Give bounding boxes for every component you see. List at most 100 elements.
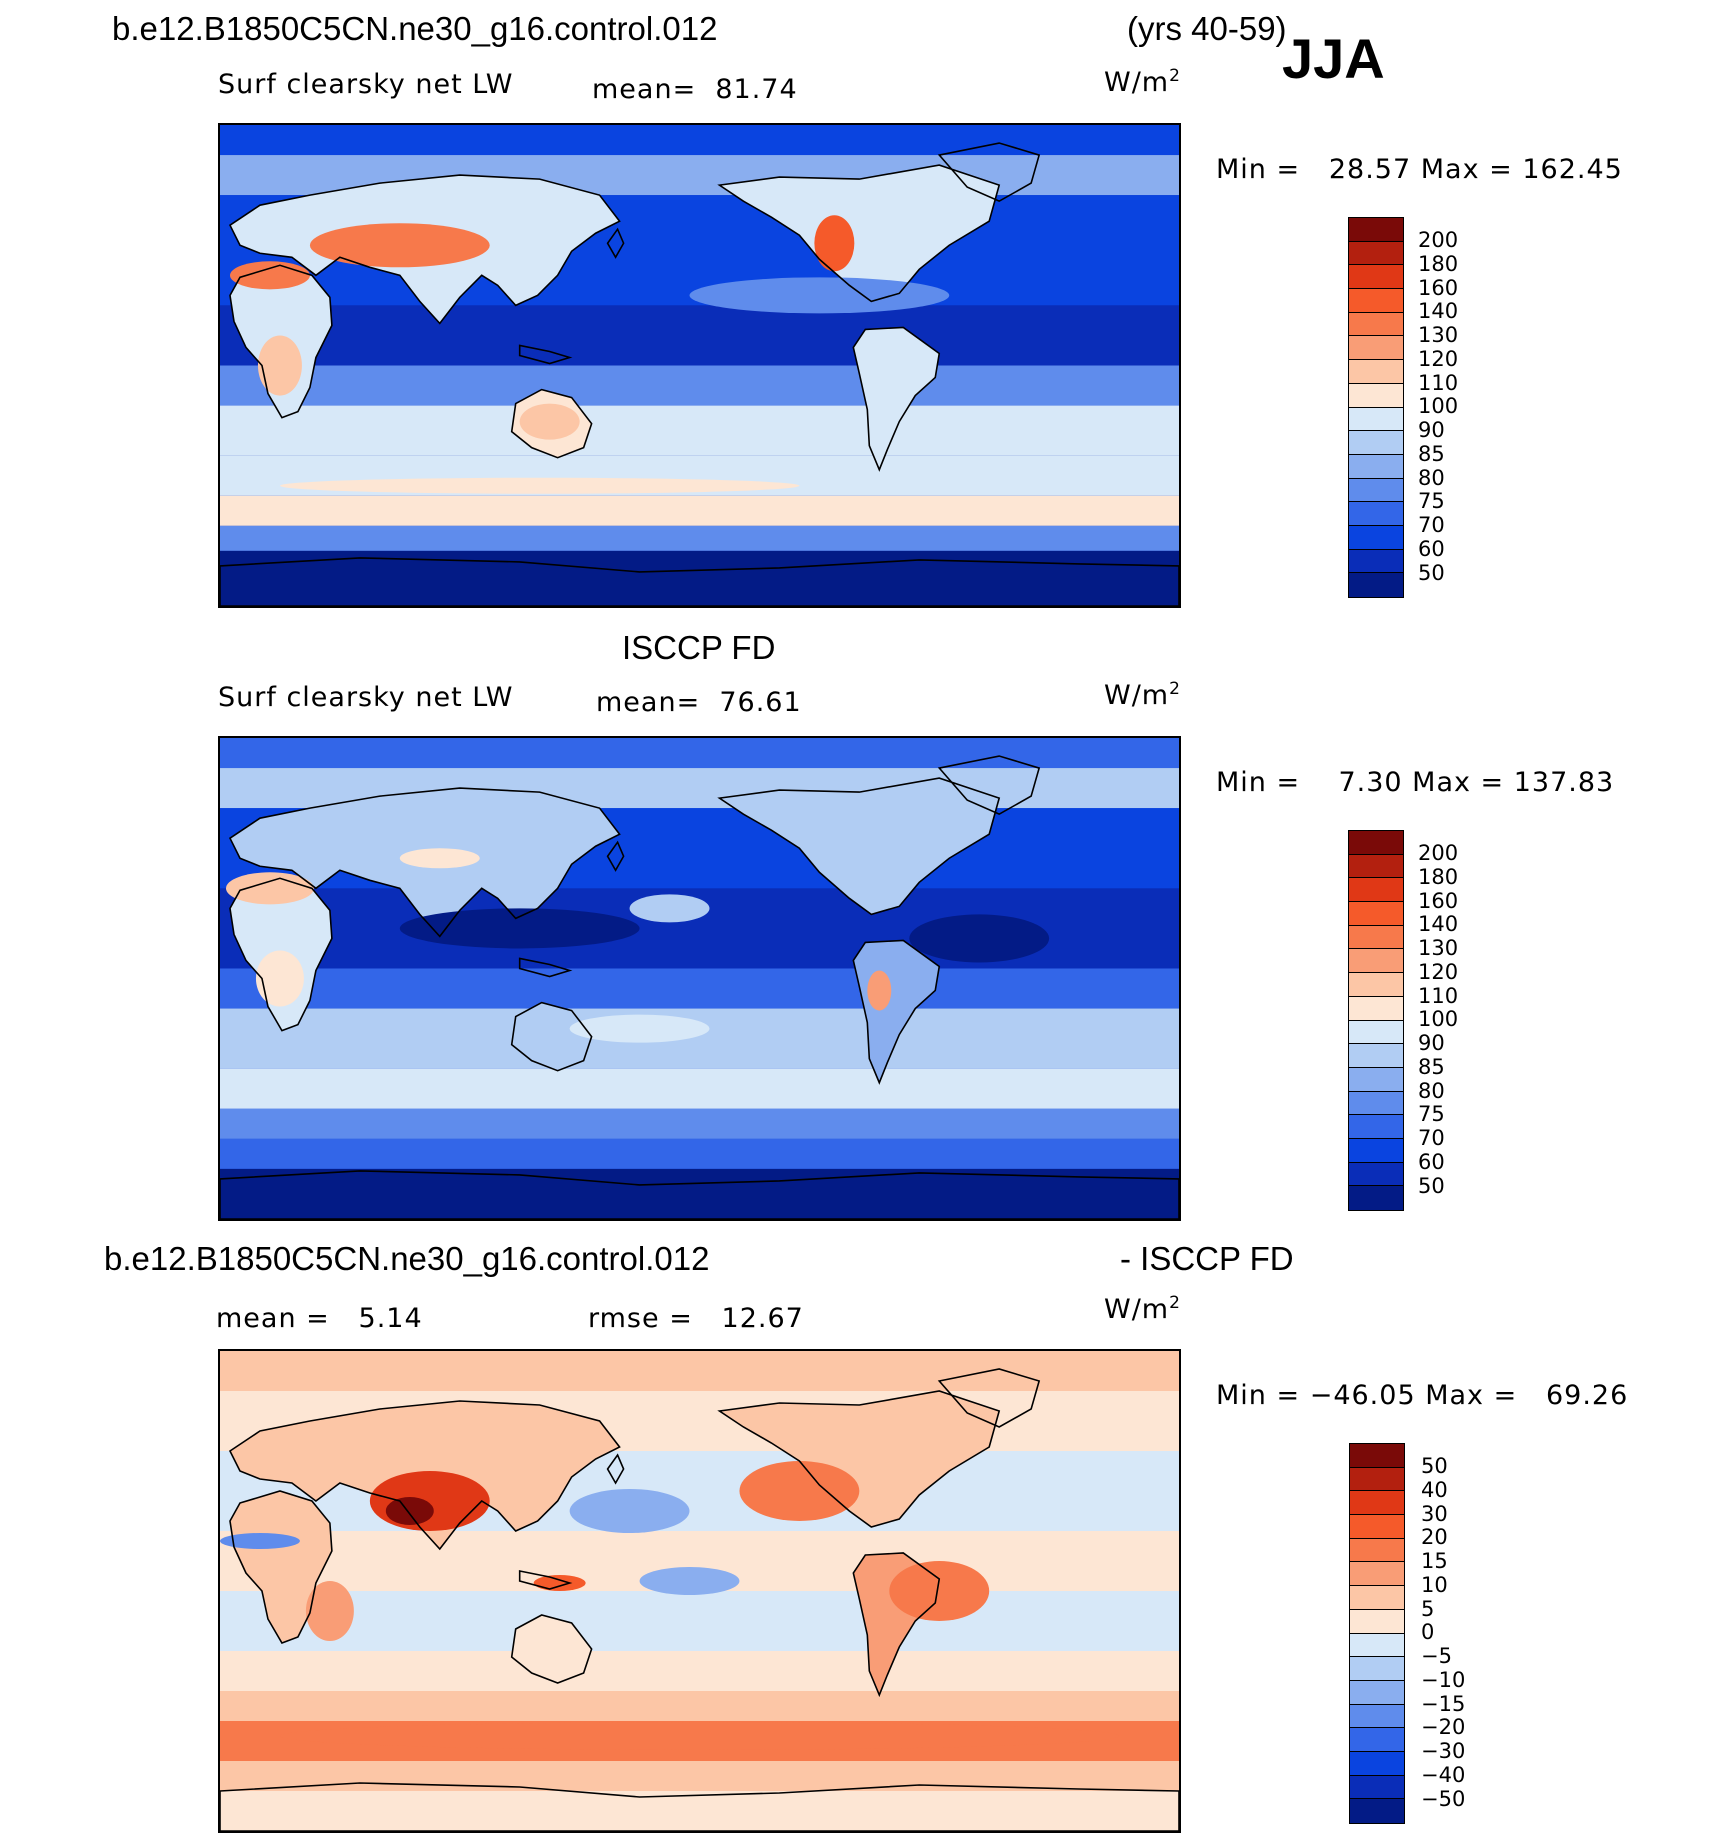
colorbar-swatch: [1350, 1562, 1404, 1587]
colorbar-swatch: [1349, 878, 1403, 903]
contour-land-fill: [511, 1615, 592, 1683]
panel2-mean-label: mean= 76.61: [596, 687, 802, 718]
colorbar-label: 70: [1418, 1126, 1445, 1150]
contour-band: [220, 365, 1179, 406]
colorbar-label: 200: [1418, 841, 1459, 865]
contour-region: [385, 1497, 434, 1525]
contour-region: [689, 277, 950, 314]
coastline: [518, 344, 573, 365]
colorbar-label: 140: [1418, 299, 1459, 324]
colorbar-swatch: [1349, 1115, 1403, 1139]
colorbar-swatch: [1350, 1799, 1404, 1823]
contour-band: [220, 525, 1179, 551]
colorbar-swatch: [1349, 996, 1403, 1021]
coastline: [518, 1570, 573, 1590]
contour-band: [220, 1591, 1179, 1651]
contour-region: [889, 1561, 990, 1621]
contour-band: [220, 1108, 1179, 1139]
colorbar-label: 100: [1418, 1007, 1459, 1032]
contour-region: [399, 908, 640, 949]
contour-region: [569, 1489, 690, 1533]
panel3-colorbar-labels: 50 40 30 20 15 10 5 0 −5 −10 −15 −20 −30 −40 −50: [1421, 1454, 1465, 1810]
contour-band: [220, 1651, 1179, 1691]
colorbar-swatch: [1349, 973, 1403, 997]
colorbar-label: −15: [1421, 1691, 1466, 1716]
colorbar-swatch: [1349, 1020, 1403, 1045]
colorbar-label: 200: [1418, 228, 1459, 252]
coastline: [717, 1390, 1001, 1528]
panel2-colorbar-labels: 200 180 160 140 130 120 110 100 90 85 80 75 70 60 50: [1418, 841, 1458, 1197]
panel1-units: W/m2: [1104, 66, 1181, 98]
panel1-mean-label: mean= 81.74: [592, 74, 798, 105]
colorbar-swatch: [1349, 218, 1403, 242]
contour-region: [279, 477, 800, 494]
coastline: [228, 787, 621, 938]
colorbar-label: 90: [1418, 418, 1445, 442]
coastline: [229, 264, 333, 419]
contour-region: [220, 1533, 300, 1549]
colorbar-label: 20: [1421, 1525, 1448, 1550]
colorbar-label: −30: [1421, 1739, 1466, 1763]
colorbar-label: 180: [1418, 864, 1459, 889]
contour-region: [399, 848, 480, 869]
contour-band: [220, 1791, 1179, 1831]
contour-band: [220, 125, 1179, 156]
colorbar-swatch: [1350, 1751, 1404, 1776]
contour-region: [629, 894, 710, 923]
contour-region: [255, 950, 304, 1007]
coastline: [937, 1368, 1041, 1428]
colorbar-label: 130: [1418, 323, 1459, 347]
colorbar-swatch: [1350, 1538, 1404, 1563]
contour-region: [639, 1567, 740, 1595]
coastline: [518, 957, 573, 978]
colorbar-swatch: [1349, 265, 1403, 290]
coastline: [510, 1614, 593, 1684]
colorbar-label: 85: [1418, 441, 1445, 466]
contour-region: [867, 970, 892, 1011]
years-label: (yrs 40-59): [1127, 10, 1287, 47]
contour-band: [220, 1761, 1179, 1791]
coastline: [606, 840, 625, 872]
colorbar-label: 5: [1421, 1596, 1435, 1621]
contour-region: [533, 1575, 586, 1591]
contour-region: [229, 261, 310, 290]
colorbar-label: 120: [1418, 959, 1459, 984]
coastline: [606, 227, 625, 259]
contour-land-fill: [853, 327, 940, 470]
colorbar-swatch: [1349, 407, 1403, 432]
colorbar-label: −50: [1421, 1786, 1466, 1811]
contour-land-fill: [719, 165, 1000, 302]
colorbar-swatch: [1349, 549, 1403, 574]
colorbar-label: −10: [1421, 1667, 1466, 1692]
coastline: [606, 1453, 625, 1485]
contour-band: [220, 1168, 1179, 1219]
colorbar-swatch: [1349, 525, 1403, 550]
coastline: [220, 1782, 1179, 1831]
colorbar-label: 40: [1421, 1477, 1448, 1502]
panel3-map: [218, 1349, 1181, 1833]
colorbar-label: 10: [1421, 1572, 1448, 1597]
colorbar-label: 60: [1418, 1149, 1445, 1174]
colorbar-swatch: [1349, 454, 1403, 479]
colorbar-label: −40: [1421, 1762, 1466, 1787]
panel1-colorbar-labels: 200 180 160 140 130 120 110 100 90 85 80 75 70 60 50: [1418, 228, 1458, 584]
coastline: [717, 777, 1001, 916]
colorbar-swatch: [1349, 289, 1403, 313]
season-label: JJA: [1282, 27, 1385, 90]
colorbar-label: 130: [1418, 936, 1459, 960]
panel3-title-right: - ISCCP FD: [1120, 1240, 1294, 1277]
coastline: [228, 174, 621, 325]
case-title: b.e12.B1850C5CN.ne30_g16.control.012: [112, 10, 718, 47]
colorbar-label: 120: [1418, 346, 1459, 371]
colorbar-swatch: [1350, 1609, 1404, 1634]
colorbar-swatch: [1349, 949, 1403, 974]
colorbar-swatch: [1349, 1044, 1403, 1068]
coastline: [852, 1552, 941, 1698]
panel2-colorbar: [1348, 830, 1404, 1211]
contour-region: [305, 1581, 354, 1641]
panel1-minmax: Min = 28.57 Max = 162.45: [1216, 154, 1623, 185]
panel2-title: ISCCP FD: [622, 629, 776, 666]
colorbar-swatch: [1349, 1186, 1403, 1210]
panel3-colorbar: [1349, 1443, 1405, 1824]
colorbar-swatch: [1350, 1515, 1404, 1539]
